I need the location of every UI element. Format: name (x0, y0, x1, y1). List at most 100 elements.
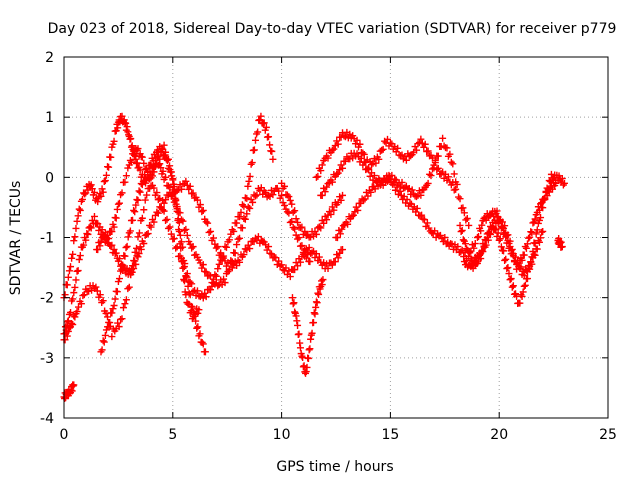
data-point (291, 266, 299, 274)
data-point (538, 228, 546, 236)
data-point (520, 251, 528, 259)
data-point (522, 267, 530, 275)
data-point (296, 258, 304, 266)
data-point (183, 231, 191, 239)
series-arc-11 (278, 179, 347, 241)
data-point (98, 226, 106, 234)
data-point (179, 264, 187, 272)
data-point (86, 223, 94, 231)
data-point (552, 179, 560, 187)
data-point (214, 243, 222, 251)
data-point (498, 224, 506, 232)
data-point (402, 156, 410, 164)
data-point (447, 158, 455, 166)
data-point (68, 319, 76, 327)
data-point (122, 172, 130, 180)
data-point (408, 186, 416, 194)
data-point (251, 192, 259, 200)
y-tick-label: -1 (40, 231, 54, 247)
data-point (486, 211, 494, 219)
data-point (117, 262, 125, 270)
data-point (465, 221, 473, 229)
data-point (506, 243, 514, 251)
data-point (313, 299, 321, 307)
data-point (293, 317, 301, 325)
data-point (354, 206, 362, 214)
data-point (73, 308, 81, 316)
data-point (259, 237, 267, 245)
data-point (88, 185, 96, 193)
data-point (144, 230, 152, 238)
data-point (303, 363, 311, 371)
data-point (247, 160, 255, 168)
data-point (484, 236, 492, 244)
data-point (246, 172, 254, 180)
data-point (97, 237, 105, 245)
data-point (74, 212, 82, 220)
data-point (533, 245, 541, 253)
y-axis-label: SDTVAR / TECUs (8, 181, 24, 296)
data-point (70, 381, 78, 389)
data-point (127, 158, 135, 166)
data-point (418, 211, 426, 219)
data-point (470, 244, 478, 252)
data-point (476, 251, 484, 259)
data-point (95, 226, 103, 234)
data-point (207, 286, 215, 294)
data-point (529, 219, 537, 227)
data-point (184, 282, 192, 290)
data-point (454, 243, 462, 251)
data-point (469, 264, 477, 272)
data-point (182, 291, 190, 299)
data-point (205, 228, 213, 236)
data-point (151, 163, 159, 171)
data-point (150, 168, 158, 176)
data-point (519, 288, 527, 296)
data-point (70, 289, 78, 297)
data-point (117, 315, 125, 323)
data-point (75, 256, 83, 263)
data-point (527, 228, 535, 236)
data-point (84, 186, 92, 194)
data-point (143, 165, 151, 173)
x-tick-label: 15 (381, 427, 399, 443)
data-point (212, 272, 220, 280)
data-point (525, 234, 533, 242)
data-point (489, 223, 497, 231)
data-point (315, 223, 323, 231)
data-point (544, 187, 552, 195)
data-point (260, 119, 268, 127)
data-point (275, 187, 283, 195)
data-point (444, 173, 452, 181)
data-point (477, 227, 485, 235)
data-point (286, 273, 294, 281)
series-arc-10 (332, 172, 479, 263)
data-point (234, 235, 242, 243)
data-point (471, 240, 479, 248)
data-point (69, 321, 77, 329)
data-point (207, 227, 215, 235)
data-point (113, 288, 121, 296)
data-point (71, 313, 79, 321)
data-point (238, 201, 246, 209)
data-point (330, 145, 338, 153)
data-point (221, 243, 229, 251)
data-point (189, 243, 197, 251)
data-point (153, 208, 161, 216)
data-point (366, 172, 374, 180)
data-point (520, 272, 528, 280)
data-point (449, 160, 457, 168)
data-point (118, 315, 126, 323)
data-point (156, 203, 164, 211)
data-point (208, 282, 216, 290)
data-point (312, 298, 320, 306)
data-point (157, 164, 165, 172)
series-arc-6 (93, 177, 347, 281)
data-point (153, 159, 161, 167)
data-point (126, 270, 134, 278)
data-point (169, 175, 177, 183)
data-point (131, 155, 139, 163)
series-arc-8 (312, 128, 460, 194)
data-point (456, 195, 464, 203)
data-point (193, 287, 201, 295)
